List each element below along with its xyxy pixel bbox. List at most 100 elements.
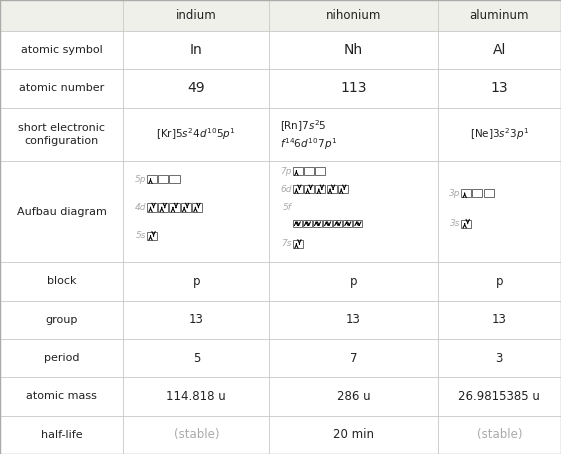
Bar: [0, 339, 123, 377]
Bar: [461, 220, 471, 228]
Bar: [269, 415, 438, 454]
Bar: [0, 31, 123, 69]
Text: 5: 5: [192, 351, 200, 365]
Bar: [313, 220, 322, 227]
Bar: [0, 377, 123, 415]
Text: aluminum: aluminum: [470, 9, 529, 22]
Bar: [293, 185, 303, 193]
Bar: [438, 377, 561, 415]
Bar: [269, 301, 438, 339]
Bar: [438, 161, 561, 262]
Bar: [158, 203, 168, 212]
Bar: [323, 220, 332, 227]
Bar: [438, 377, 561, 415]
Text: (stable): (stable): [476, 428, 522, 441]
Bar: [0, 339, 123, 377]
Bar: [123, 31, 269, 69]
Bar: [438, 0, 561, 31]
Bar: [123, 108, 269, 161]
Text: period: period: [44, 353, 80, 363]
Text: p: p: [192, 275, 200, 288]
Bar: [269, 339, 438, 377]
Bar: [123, 301, 269, 339]
Bar: [0, 415, 123, 454]
Text: p: p: [495, 275, 503, 288]
Text: 6d: 6d: [280, 185, 292, 194]
Bar: [438, 262, 561, 301]
Text: 3p: 3p: [449, 189, 460, 198]
Bar: [438, 415, 561, 454]
Bar: [269, 339, 438, 377]
Bar: [158, 175, 168, 183]
Bar: [438, 108, 561, 161]
Text: 4d: 4d: [135, 203, 146, 212]
Bar: [304, 185, 314, 193]
Bar: [438, 301, 561, 339]
Text: 49: 49: [187, 81, 205, 95]
Text: Aufbau diagram: Aufbau diagram: [17, 207, 107, 217]
Bar: [123, 0, 269, 31]
Text: block: block: [47, 276, 76, 286]
Bar: [438, 69, 561, 108]
Bar: [269, 0, 438, 31]
Text: (stable): (stable): [173, 428, 219, 441]
Bar: [438, 0, 561, 31]
Bar: [0, 262, 123, 301]
Bar: [472, 189, 482, 197]
Bar: [123, 301, 269, 339]
Bar: [269, 31, 438, 69]
Bar: [192, 203, 202, 212]
Bar: [123, 415, 269, 454]
Bar: [0, 108, 123, 161]
Bar: [269, 0, 438, 31]
Bar: [0, 377, 123, 415]
Bar: [484, 189, 494, 197]
Bar: [438, 161, 561, 262]
Bar: [123, 69, 269, 108]
Bar: [269, 31, 438, 69]
Bar: [0, 301, 123, 339]
Text: atomic symbol: atomic symbol: [21, 45, 103, 55]
Text: 7p: 7p: [280, 167, 292, 176]
Bar: [438, 339, 561, 377]
Text: 13: 13: [346, 313, 361, 326]
Text: 13: 13: [492, 313, 507, 326]
Bar: [269, 415, 438, 454]
Text: $f^{14}$6$d^{10}$7$p^1$: $f^{14}$6$d^{10}$7$p^1$: [280, 136, 338, 152]
Bar: [123, 377, 269, 415]
Bar: [169, 175, 180, 183]
Text: 114.818 u: 114.818 u: [167, 390, 226, 403]
Bar: [147, 232, 157, 240]
Bar: [438, 301, 561, 339]
Bar: [169, 203, 180, 212]
Bar: [293, 167, 303, 175]
Bar: [123, 377, 269, 415]
Text: 13: 13: [189, 313, 204, 326]
Bar: [269, 377, 438, 415]
Bar: [123, 31, 269, 69]
Bar: [0, 301, 123, 339]
Text: [Rn]7$s^2$5: [Rn]7$s^2$5: [280, 118, 327, 134]
Bar: [147, 203, 157, 212]
Bar: [438, 69, 561, 108]
Bar: [293, 220, 302, 227]
Text: half-life: half-life: [41, 430, 82, 440]
Text: 5s: 5s: [135, 232, 146, 240]
Text: 20 min: 20 min: [333, 428, 374, 441]
Bar: [0, 161, 123, 262]
Bar: [123, 339, 269, 377]
Bar: [0, 31, 123, 69]
Bar: [123, 108, 269, 161]
Bar: [269, 108, 438, 161]
Text: [Ne]3$s^2$3$p^1$: [Ne]3$s^2$3$p^1$: [470, 126, 529, 142]
Bar: [269, 262, 438, 301]
Text: Nh: Nh: [344, 43, 363, 57]
Bar: [123, 262, 269, 301]
Text: nihonium: nihonium: [326, 9, 381, 22]
Bar: [0, 161, 123, 262]
Bar: [343, 220, 352, 227]
Bar: [123, 339, 269, 377]
Bar: [181, 203, 191, 212]
Bar: [123, 415, 269, 454]
Bar: [123, 161, 269, 262]
